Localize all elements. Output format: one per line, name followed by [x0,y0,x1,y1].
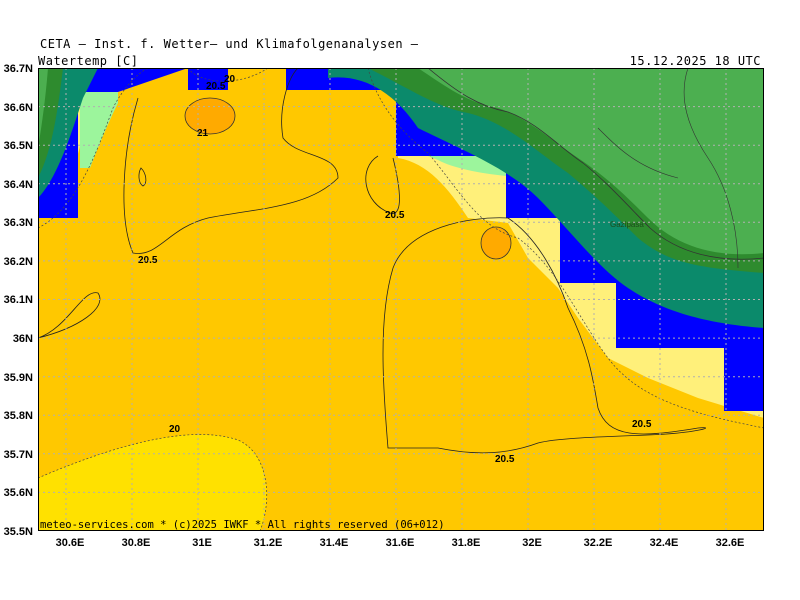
lat-tick: 36.3N [4,217,33,229]
land-west [38,68,48,148]
warm-patch-north [184,97,236,135]
contour-label: 20.5 [495,454,515,465]
contour-label: 20.5 [632,419,652,430]
lat-tick: 36.6N [4,102,33,114]
lat-tick: 36N [13,333,33,345]
contour-label: 20.5 [206,81,226,92]
lon-tick: 30.6E [56,537,85,549]
lat-tick: 35.8N [4,410,33,422]
lat-tick: 36.1N [4,294,33,306]
lat-tick: 35.5N [4,526,33,538]
lon-tick: 30.8E [122,537,151,549]
lon-tick: 31E [192,537,212,549]
warm-patch-east [480,226,512,260]
lon-tick: 32.2E [584,537,613,549]
contour-label: 20 [169,424,181,435]
valid-datetime: 15.12.2025 18 UTC [629,54,761,68]
lat-tick: 36.7N [4,63,33,75]
lon-tick: 32.6E [716,537,745,549]
graticule [38,68,764,531]
lon-tick: 31.8E [452,537,481,549]
place-name: Gazipasa [610,220,644,229]
contour-label: 20 [224,74,236,85]
lat-tick: 36.5N [4,140,33,152]
lon-tick: 32E [522,537,542,549]
contour-label: 21 [197,128,209,139]
lon-tick: 31.2E [254,537,283,549]
cool-sea-region [38,434,267,531]
land-east [418,68,764,255]
water-temperature-map: Gazipasa 20 20.5 21 20.5 20.5 20.5 20.5 … [38,68,764,531]
contour-label: 20.5 [385,210,405,221]
lon-tick: 31.6E [386,537,415,549]
border-line-2 [597,127,679,179]
contour-label: 20.5 [138,255,158,266]
institute-title: CETA – Inst. f. Wetter– und Klimafolgena… [40,37,419,51]
lon-tick: 31.4E [320,537,349,549]
pale-green-cell-west [80,92,118,168]
border-line [683,68,739,269]
lat-tick: 36.4N [4,179,33,191]
copyright-notice: meteo-services.com * (c)2025 IWKF * All … [40,519,445,531]
lat-tick: 36.2N [4,256,33,268]
lat-tick: 35.6N [4,487,33,499]
contour-lines [38,68,706,454]
lon-tick: 32.4E [650,537,679,549]
lat-tick: 35.9N [4,372,33,384]
coastline [427,68,764,260]
lat-tick: 35.7N [4,449,33,461]
parameter-label: Watertemp [C] [38,54,139,68]
contour-labels: 20 20.5 21 20.5 20.5 20.5 20.5 20 [138,74,652,465]
dotted-contours [38,68,764,531]
